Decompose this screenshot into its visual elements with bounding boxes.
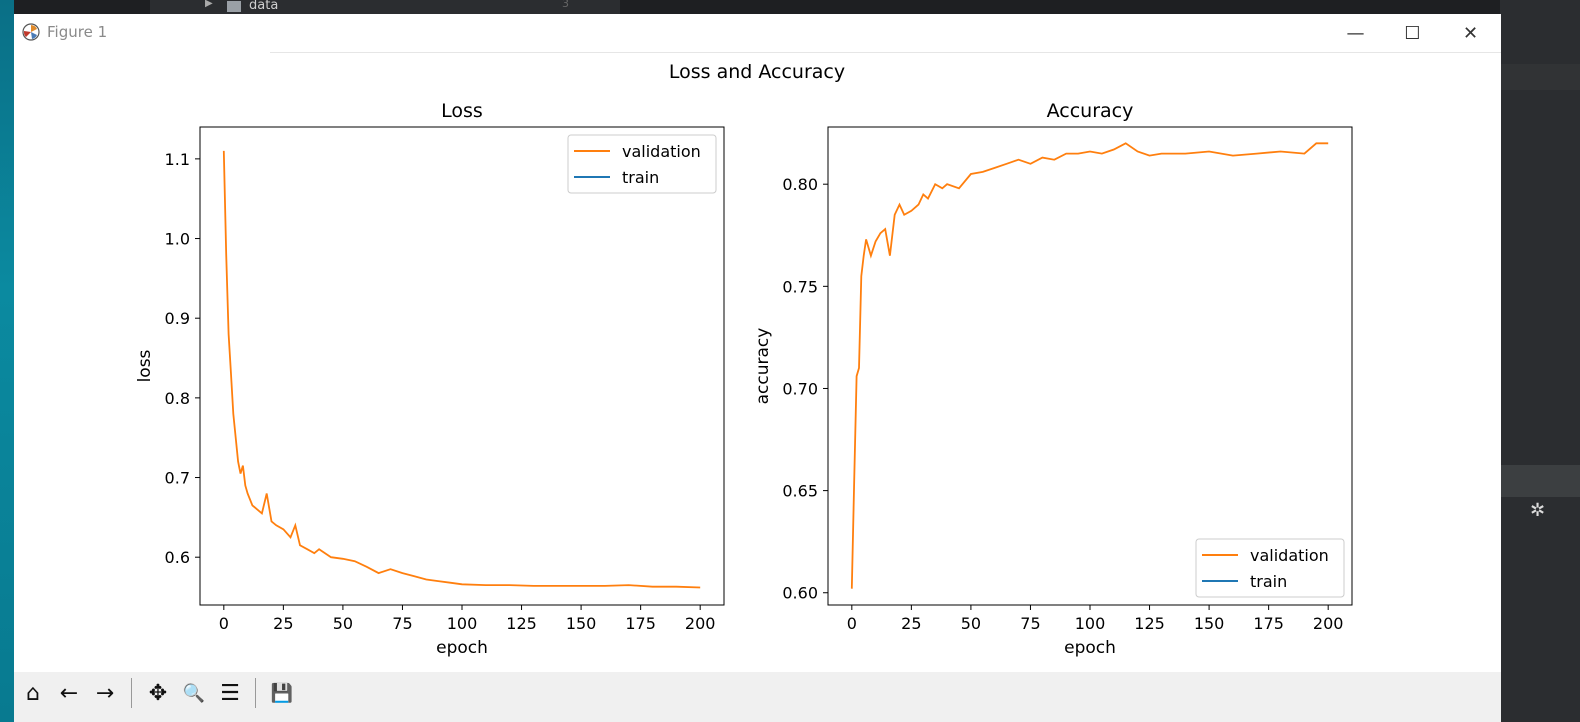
y-tick-label: 0.70 bbox=[782, 379, 818, 398]
x-tick-label: 150 bbox=[566, 614, 597, 633]
figure-canvas[interactable]: Loss and Accuracy Loss 0 25 50 75 100 125 150 17… bbox=[14, 52, 1501, 672]
axes-frame bbox=[827, 126, 1353, 606]
home-button[interactable]: ⌂ bbox=[16, 676, 50, 710]
matplotlib-logo-icon bbox=[22, 23, 40, 41]
y-tick-label: 0.9 bbox=[165, 309, 190, 328]
tree-item-label: data bbox=[249, 0, 279, 13]
figure-suptitle: Loss and Accuracy bbox=[669, 61, 845, 83]
expand-triangle-icon[interactable]: ▶ bbox=[205, 0, 213, 9]
series-line-validation bbox=[850, 142, 1329, 589]
x-axis-label: epoch bbox=[436, 638, 488, 658]
x-tick-label: 25 bbox=[901, 614, 921, 633]
y-tick-label: 0.60 bbox=[782, 584, 818, 603]
tree-item-count: 3 bbox=[562, 0, 569, 10]
x-tick-label: 0 bbox=[219, 614, 229, 633]
maximize-button[interactable]: ☐ bbox=[1404, 22, 1421, 44]
folder-icon bbox=[227, 1, 241, 12]
x-tick-label: 150 bbox=[1194, 614, 1225, 633]
figure-window: Figure 1 — ☐ ✕ Loss and Accuracy Loss 0 25… bbox=[14, 14, 1501, 722]
x-tick-label: 0 bbox=[847, 614, 857, 633]
x-tick-label: 175 bbox=[1253, 614, 1284, 633]
ide-right-panel: ✲ bbox=[1500, 0, 1580, 722]
legend-box bbox=[567, 134, 717, 194]
forward-arrow-icon: → bbox=[95, 680, 115, 706]
x-tick-label: 50 bbox=[961, 614, 981, 633]
x-tick-label: 125 bbox=[1134, 614, 1165, 633]
y-tick-label: 0.8 bbox=[165, 389, 190, 408]
title-separator bbox=[270, 52, 1501, 53]
desktop-background bbox=[0, 0, 14, 722]
save-disk-icon: 💾 bbox=[270, 682, 294, 704]
axes-frame bbox=[199, 126, 725, 606]
configure-subplots-button[interactable]: ☰ bbox=[213, 676, 247, 710]
back-arrow-icon: ← bbox=[59, 680, 79, 706]
y-axis-label: accuracy bbox=[753, 328, 773, 405]
title-bar[interactable]: Figure 1 — ☐ ✕ bbox=[14, 14, 1501, 52]
y-tick-label: 1.1 bbox=[165, 150, 190, 169]
x-tick-label: 100 bbox=[447, 614, 478, 633]
minimize-button[interactable]: — bbox=[1346, 22, 1365, 44]
x-tick-label: 125 bbox=[506, 614, 537, 633]
ide-project-tree-row[interactable]: ▶ data 3 bbox=[150, 0, 620, 14]
legend-label-train: train bbox=[1250, 572, 1287, 591]
axes-title: Loss bbox=[441, 100, 483, 122]
y-tick-label: 0.6 bbox=[165, 548, 190, 567]
accuracy-axes: Accuracy 0 25 50 75 100 125 150 175 200 0.60 0.65 0.… bbox=[753, 100, 1353, 658]
close-button[interactable]: ✕ bbox=[1462, 22, 1479, 44]
figure-svg: Loss and Accuracy Loss 0 25 50 75 100 125 150 17… bbox=[135, 61, 1353, 658]
x-tick-label: 175 bbox=[625, 614, 656, 633]
y-tick-label: 0.80 bbox=[782, 175, 818, 194]
legend-box bbox=[1195, 538, 1345, 598]
navigation-toolbar: ⌂ ← → ✥ 🔍 ☰ 💾 bbox=[14, 672, 1501, 722]
legend-label-validation: validation bbox=[1250, 546, 1329, 565]
x-tick-label: 200 bbox=[685, 614, 716, 633]
zoom-button[interactable]: 🔍 bbox=[177, 676, 211, 710]
ide-tool-panel bbox=[1500, 465, 1580, 497]
axes-title: Accuracy bbox=[1047, 100, 1134, 122]
y-tick-label: 0.7 bbox=[165, 469, 190, 488]
gear-icon[interactable]: ✲ bbox=[1530, 500, 1546, 521]
x-tick-label: 75 bbox=[392, 614, 412, 633]
x-tick-label: 200 bbox=[1313, 614, 1344, 633]
legend-label-train: train bbox=[622, 168, 659, 187]
window-title: Figure 1 bbox=[47, 23, 108, 41]
x-tick-label: 50 bbox=[333, 614, 353, 633]
y-axis-label: loss bbox=[135, 349, 155, 382]
magnifier-icon: 🔍 bbox=[182, 682, 206, 704]
toolbar-divider bbox=[255, 678, 256, 708]
series-line-validation bbox=[222, 150, 701, 589]
y-tick-label: 0.65 bbox=[782, 482, 818, 501]
ide-panel-strip bbox=[1500, 64, 1580, 90]
x-tick-label: 100 bbox=[1075, 614, 1106, 633]
pan-icon: ✥ bbox=[148, 680, 168, 706]
save-button[interactable]: 💾 bbox=[265, 676, 299, 710]
y-tick-label: 1.0 bbox=[165, 230, 190, 249]
x-axis-label: epoch bbox=[1064, 638, 1116, 658]
legend-label-validation: validation bbox=[622, 142, 701, 161]
home-icon: ⌂ bbox=[26, 680, 40, 706]
loss-axes: Loss 0 25 50 75 100 125 150 175 200 0.6 0.7 0.8 0.9 1.… bbox=[135, 100, 725, 658]
y-tick-label: 0.75 bbox=[782, 277, 818, 296]
x-tick-label: 75 bbox=[1020, 614, 1040, 633]
x-tick-label: 25 bbox=[273, 614, 293, 633]
toolbar-divider bbox=[131, 678, 132, 708]
sliders-icon: ☰ bbox=[220, 680, 240, 706]
forward-button[interactable]: → bbox=[88, 676, 122, 710]
back-button[interactable]: ← bbox=[52, 676, 86, 710]
pan-button[interactable]: ✥ bbox=[141, 676, 175, 710]
